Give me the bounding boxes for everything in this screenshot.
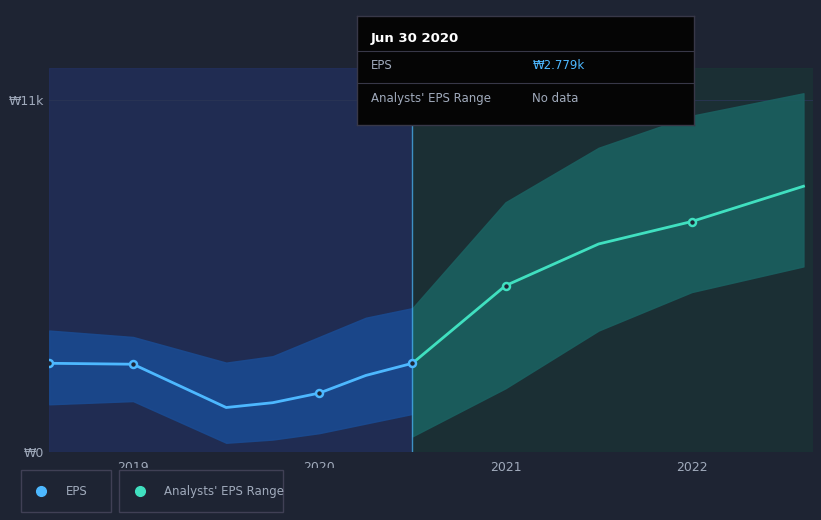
Text: ₩2.779k: ₩2.779k <box>532 59 585 72</box>
Text: Analysts' EPS Range: Analysts' EPS Range <box>370 92 491 105</box>
Text: Jun 30 2020: Jun 30 2020 <box>370 32 459 45</box>
Text: No data: No data <box>532 92 579 105</box>
Text: EPS: EPS <box>370 59 392 72</box>
FancyBboxPatch shape <box>119 470 283 513</box>
Text: Actual: Actual <box>369 77 407 90</box>
Text: Analysts Forecasts: Analysts Forecasts <box>427 77 537 90</box>
FancyBboxPatch shape <box>21 470 111 513</box>
Bar <box>49 68 412 452</box>
Text: Analysts' EPS Range: Analysts' EPS Range <box>164 485 284 498</box>
Text: EPS: EPS <box>66 485 87 498</box>
Bar <box>412 68 813 452</box>
